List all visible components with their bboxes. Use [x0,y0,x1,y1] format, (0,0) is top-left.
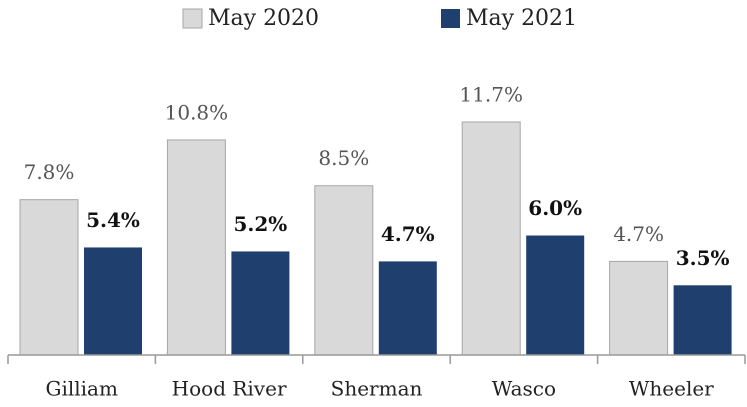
bar [84,247,142,355]
bar [19,199,79,356]
value-label: 7.8% [24,160,75,184]
bar [378,261,437,355]
bar [231,251,290,355]
value-label: 6.0% [528,196,582,220]
value-label: 5.2% [233,212,287,236]
x-tick-label: Sherman [331,377,423,401]
x-tick-label: Wasco [492,377,556,401]
x-tick-label: Hood River [172,377,287,401]
legend-label: May 2020 [208,6,319,31]
bar [526,235,585,355]
bar [314,185,374,356]
legend-swatch [182,8,203,29]
bar [461,121,521,356]
value-label: 10.8% [165,100,229,124]
bar [673,285,732,355]
value-label: 4.7% [381,222,435,246]
value-label: 3.5% [676,246,730,270]
bar [166,139,226,356]
legend-swatch [441,9,460,28]
value-label: 4.7% [613,222,664,246]
x-tick-label: Wheeler [629,377,714,401]
value-label: 5.4% [86,208,140,232]
legend-label: May 2021 [466,6,577,31]
value-label: 8.5% [318,146,369,170]
bar [609,260,669,356]
x-tick-label: Gilliam [45,377,117,401]
value-label: 11.7% [459,83,523,107]
